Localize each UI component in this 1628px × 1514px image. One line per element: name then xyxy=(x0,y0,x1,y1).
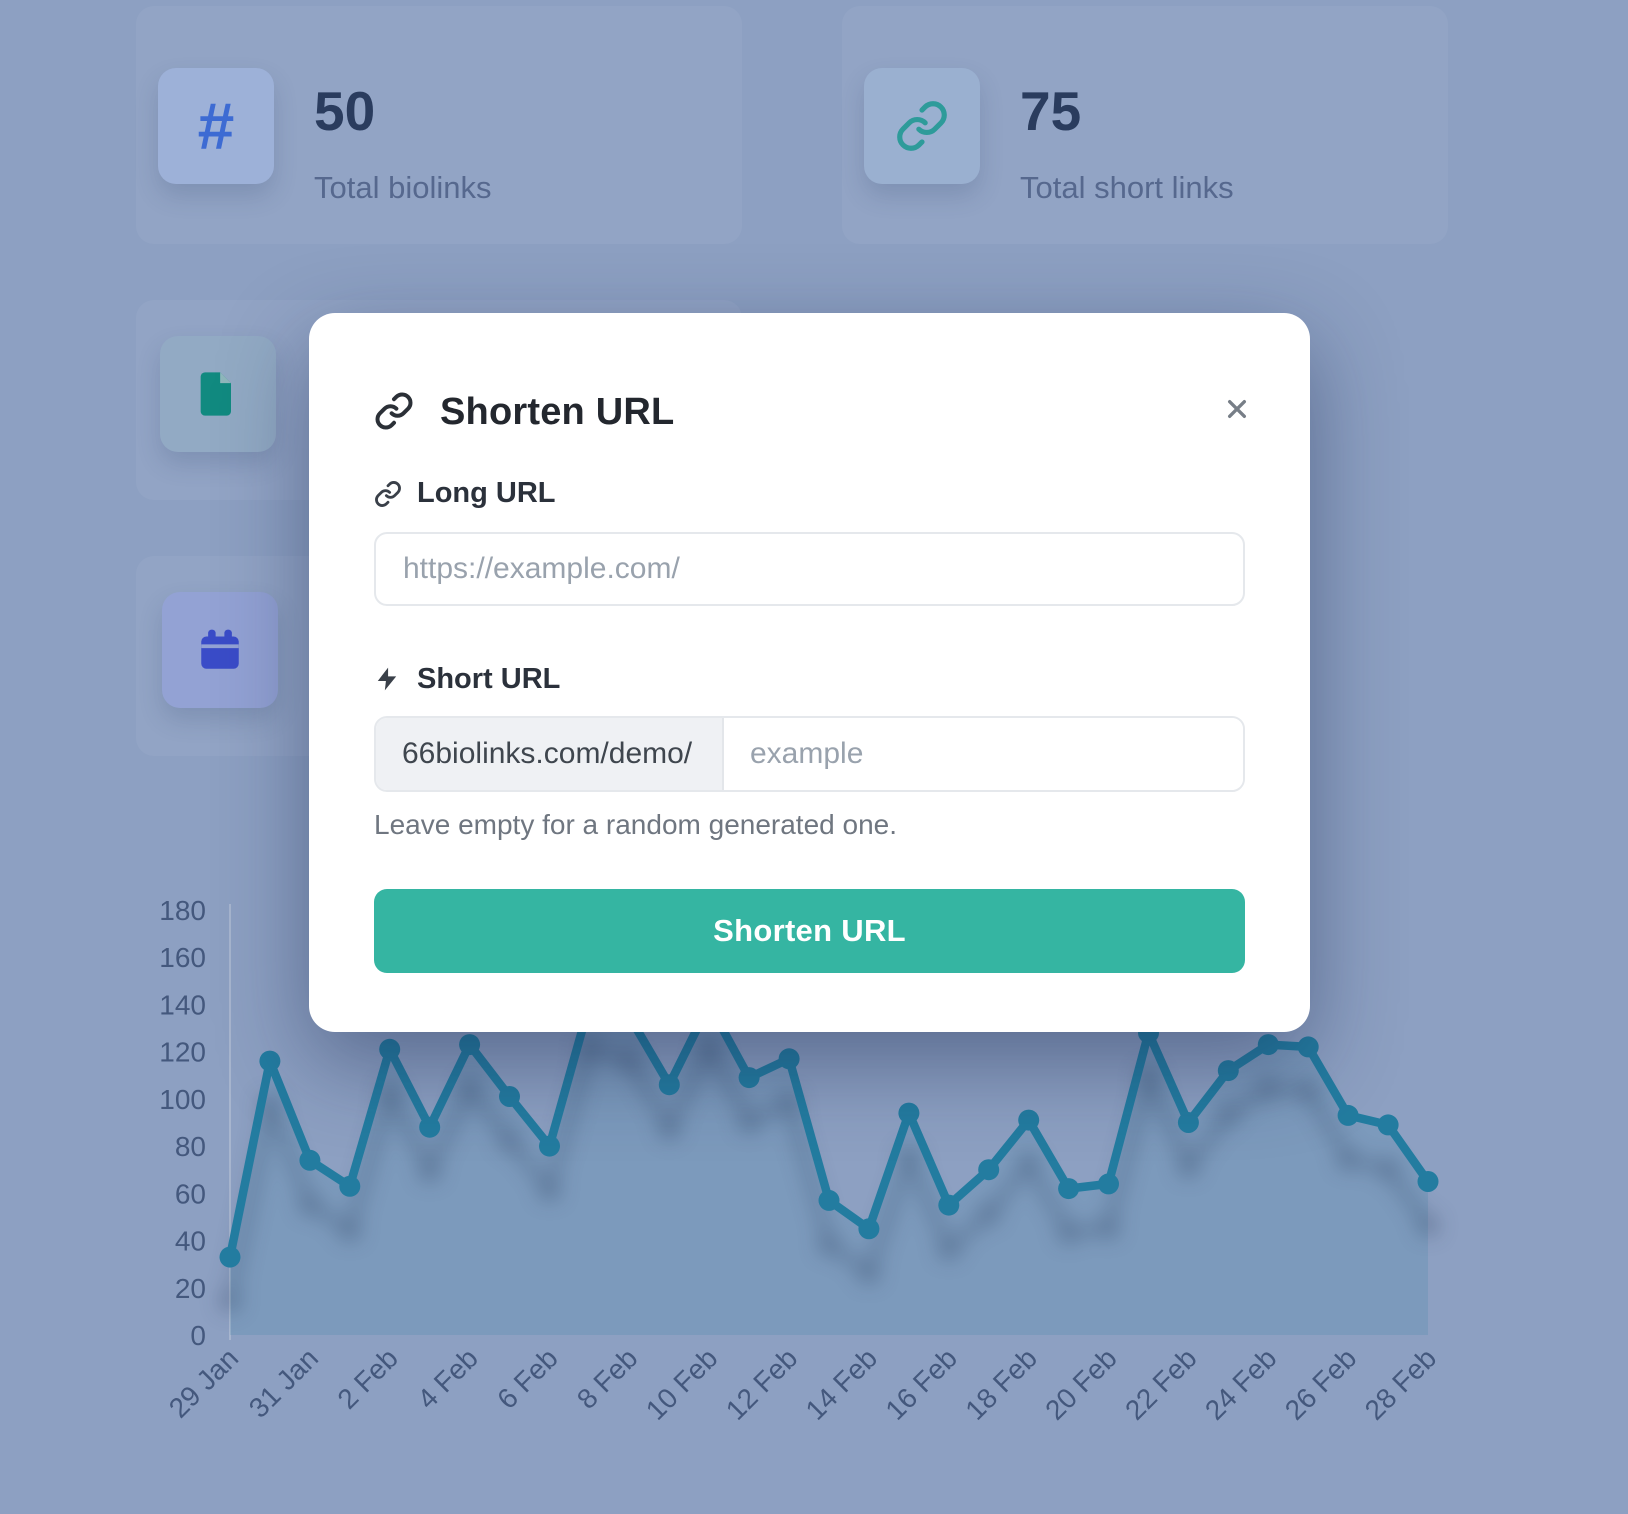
svg-text:160: 160 xyxy=(159,942,206,973)
file-icon xyxy=(160,336,276,452)
link-icon xyxy=(864,68,980,184)
modal-title: Shorten URL xyxy=(440,391,675,433)
stat-label-short-links: Total short links xyxy=(1020,170,1234,205)
svg-text:6 Feb: 6 Feb xyxy=(491,1342,564,1415)
svg-text:18 Feb: 18 Feb xyxy=(959,1342,1043,1426)
svg-text:20 Feb: 20 Feb xyxy=(1039,1342,1123,1426)
svg-text:28 Feb: 28 Feb xyxy=(1359,1342,1443,1426)
svg-text:10 Feb: 10 Feb xyxy=(640,1342,724,1426)
svg-text:8 Feb: 8 Feb xyxy=(571,1342,644,1415)
svg-text:2 Feb: 2 Feb xyxy=(331,1342,404,1415)
stat-value-short-links: 75 xyxy=(1020,80,1082,142)
svg-text:16 Feb: 16 Feb xyxy=(879,1342,963,1426)
link-icon xyxy=(374,480,402,508)
short-url-prefix: 66biolinks.com/demo/ xyxy=(376,718,724,790)
short-url-label: Short URL xyxy=(374,663,560,696)
long-url-input[interactable] xyxy=(374,532,1245,606)
svg-text:80: 80 xyxy=(175,1131,206,1162)
close-icon[interactable] xyxy=(1220,393,1254,427)
svg-text:29 Jan: 29 Jan xyxy=(163,1342,244,1423)
svg-text:140: 140 xyxy=(159,989,206,1020)
hash-icon: # xyxy=(158,68,274,184)
svg-text:4 Feb: 4 Feb xyxy=(411,1342,484,1415)
svg-text:22 Feb: 22 Feb xyxy=(1119,1342,1203,1426)
bolt-icon xyxy=(374,666,402,694)
link-icon xyxy=(374,391,414,431)
svg-text:20: 20 xyxy=(175,1273,206,1304)
svg-text:24 Feb: 24 Feb xyxy=(1199,1342,1283,1426)
calendar-icon xyxy=(162,592,278,708)
short-url-input-group: 66biolinks.com/demo/ xyxy=(374,716,1245,792)
svg-text:120: 120 xyxy=(159,1037,206,1068)
short-url-input[interactable] xyxy=(724,718,1243,790)
svg-text:100: 100 xyxy=(159,1084,206,1115)
stat-card-total-biolinks: # 50 Total biolinks xyxy=(136,6,742,244)
shorten-url-button[interactable]: Shorten URL xyxy=(374,889,1245,973)
stat-value-biolinks: 50 xyxy=(314,80,376,142)
stat-card-total-short-links: 75 Total short links xyxy=(842,6,1448,244)
svg-text:180: 180 xyxy=(159,895,206,926)
svg-text:26 Feb: 26 Feb xyxy=(1279,1342,1363,1426)
svg-text:12 Feb: 12 Feb xyxy=(720,1342,804,1426)
svg-text:40: 40 xyxy=(175,1226,206,1257)
shorten-url-modal: Shorten URL Long URL Short URL 66biolink… xyxy=(309,313,1310,1032)
svg-text:31 Jan: 31 Jan xyxy=(243,1342,324,1423)
stat-label-biolinks: Total biolinks xyxy=(314,170,492,205)
svg-text:14 Feb: 14 Feb xyxy=(800,1342,884,1426)
svg-text:60: 60 xyxy=(175,1178,206,1209)
short-url-helper-text: Leave empty for a random generated one. xyxy=(374,809,898,840)
svg-text:0: 0 xyxy=(190,1320,206,1351)
long-url-label: Long URL xyxy=(374,477,556,510)
